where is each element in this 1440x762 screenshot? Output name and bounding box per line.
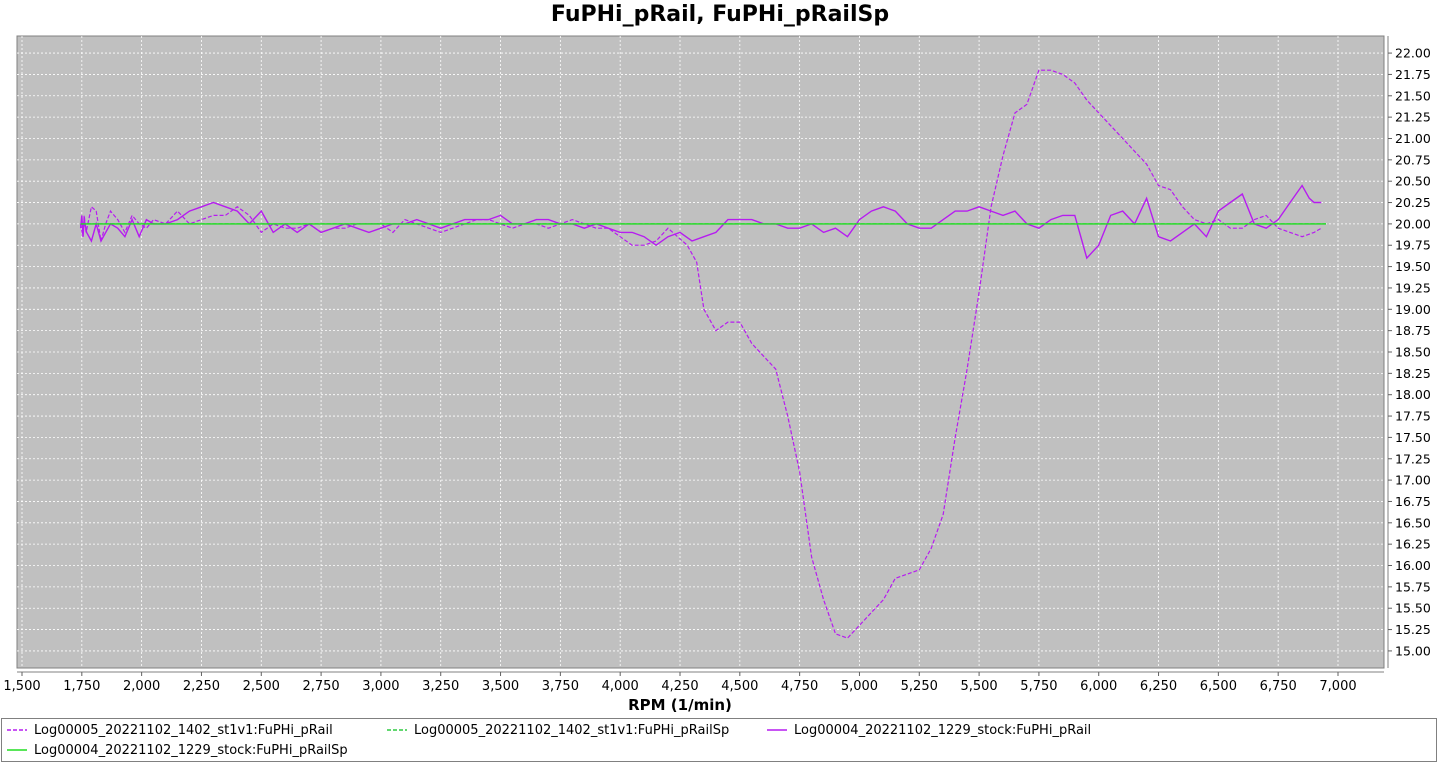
y-axis-ticks: 15.00 15.25 15.50 15.75 16.00 16.25 16.50 16.75…: [1388, 46, 1431, 658]
x-tick-label: 5,000: [841, 679, 878, 694]
x-tick-label: 5,750: [1020, 679, 1057, 694]
legend-item: Log00005_20221102_1402_st1v1:FuPHi_pRail…: [386, 720, 729, 740]
chart-legend: Log00005_20221102_1402_st1v1:FuPHi_pRail…: [1, 718, 1437, 762]
y-tick-label: 15.75: [1395, 579, 1431, 594]
x-tick-label: 4,000: [602, 679, 639, 694]
legend-item: Log00004_20221102_1229_stock:FuPHi_pRail: [766, 720, 1091, 740]
y-tick-label: 17.75: [1395, 409, 1431, 424]
series-line-3: [79, 184, 1322, 260]
x-tick-label: 3,500: [482, 679, 519, 694]
legend-swatch: [7, 749, 27, 751]
y-tick-label: 20.25: [1395, 195, 1431, 210]
legend-swatch: [387, 729, 407, 731]
y-tick-label: 15.25: [1395, 622, 1431, 637]
x-tick-label: 3,250: [422, 679, 459, 694]
x-tick-label: 7,000: [1319, 679, 1356, 694]
y-tick-label: 16.25: [1395, 537, 1431, 552]
legend-label: Log00004_20221102_1229_stock:FuPHi_pRail…: [34, 742, 348, 758]
y-tick-label: 22.00: [1395, 46, 1431, 61]
y-tick-label: 21.50: [1395, 88, 1431, 103]
x-tick-label: 1,500: [3, 679, 40, 694]
y-tick-label: 17.25: [1395, 451, 1431, 466]
series-group: [79, 69, 1326, 639]
x-tick-label: 5,500: [960, 679, 997, 694]
y-tick-label: 18.25: [1395, 366, 1431, 381]
y-tick-label: 18.50: [1395, 345, 1431, 360]
y-tick-label: 17.00: [1395, 473, 1431, 488]
plot-area: [16, 35, 1385, 669]
x-tick-label: 6,250: [1140, 679, 1177, 694]
y-tick-label: 19.75: [1395, 238, 1431, 253]
x-tick-label: 3,750: [542, 679, 579, 694]
legend-label: Log00005_20221102_1402_st1v1:FuPHi_pRail: [34, 722, 333, 738]
y-tick-label: 16.50: [1395, 515, 1431, 530]
x-tick-label: 2,500: [243, 679, 280, 694]
y-tick-label: 20.00: [1395, 216, 1431, 231]
x-tick-label: 2,000: [123, 679, 160, 694]
y-tick-label: 19.50: [1395, 259, 1431, 274]
legend-item: Log00004_20221102_1229_stock:FuPHi_pRail…: [6, 740, 348, 760]
y-tick-label: 17.50: [1395, 430, 1431, 445]
y-tick-label: 20.50: [1395, 174, 1431, 189]
series-line-1: [80, 69, 1322, 639]
legend-swatch: [767, 729, 787, 731]
y-tick-label: 21.00: [1395, 131, 1431, 146]
legend-swatch: [7, 729, 27, 731]
x-axis-label: RPM (1/min): [628, 696, 732, 714]
y-tick-label: 16.75: [1395, 494, 1431, 509]
y-tick-label: 19.25: [1395, 280, 1431, 295]
x-tick-label: 4,500: [721, 679, 758, 694]
y-tick-label: 19.00: [1395, 302, 1431, 317]
legend-item: Log00005_20221102_1402_st1v1:FuPHi_pRail: [6, 720, 333, 740]
x-tick-label: 6,500: [1200, 679, 1237, 694]
legend-label: Log00005_20221102_1402_st1v1:FuPHi_pRail…: [414, 722, 730, 738]
y-tick-label: 15.00: [1395, 643, 1431, 658]
y-tick-label: 21.75: [1395, 67, 1431, 82]
x-tick-label: 2,750: [302, 679, 339, 694]
x-tick-label: 5,250: [901, 679, 938, 694]
x-tick-label: 4,750: [781, 679, 818, 694]
x-tick-label: 4,250: [661, 679, 698, 694]
y-tick-label: 15.50: [1395, 601, 1431, 616]
x-tick-label: 6,000: [1080, 679, 1117, 694]
x-tick-label: 6,750: [1260, 679, 1297, 694]
x-tick-label: 2,250: [183, 679, 220, 694]
y-tick-label: 18.75: [1395, 323, 1431, 338]
chart-title: FuPHi_pRail, FuPHi_pRailSp: [550, 2, 890, 27]
x-tick-label: 3,000: [362, 679, 399, 694]
y-tick-label: 16.00: [1395, 558, 1431, 573]
x-tick-label: 1,750: [63, 679, 100, 694]
legend-label: Log00004_20221102_1229_stock:FuPHi_pRail: [794, 722, 1092, 738]
x-axis-ticks: 1,500 1,750 2,000 2,250 2,500 2,750 3,000 3,250…: [3, 672, 1357, 694]
y-tick-label: 20.75: [1395, 152, 1431, 167]
y-tick-label: 21.25: [1395, 110, 1431, 125]
y-tick-label: 18.00: [1395, 387, 1431, 402]
